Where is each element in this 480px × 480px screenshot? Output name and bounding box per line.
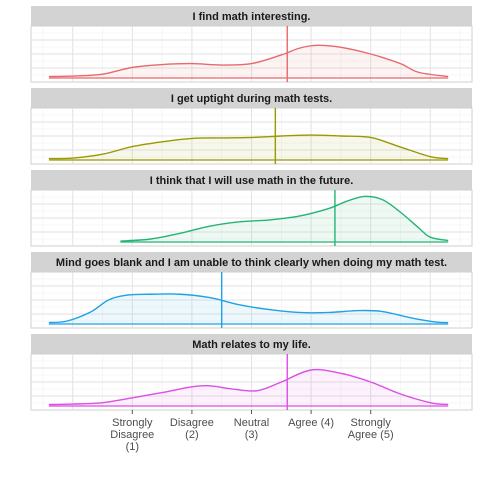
x-tick-label: (3) xyxy=(245,429,258,441)
x-tick-label: Agree (4) xyxy=(288,417,334,429)
density-area xyxy=(48,45,449,78)
facet-title: I find math interesting. xyxy=(193,11,311,23)
density-line xyxy=(120,195,449,242)
facet-panel: I find math interesting. xyxy=(30,6,473,83)
facet-panel: I get uptight during math tests. xyxy=(30,88,473,165)
facet-panel: Mind goes blank and I am unable to think… xyxy=(30,252,473,329)
x-tick-label: (1) xyxy=(126,441,139,453)
density-line xyxy=(48,293,449,324)
x-tick-label: Disagree xyxy=(170,417,214,429)
density-area xyxy=(48,369,449,406)
facet-strip xyxy=(31,6,472,26)
facet-strip xyxy=(31,334,472,354)
density-area xyxy=(120,196,449,242)
density-area xyxy=(48,135,449,160)
facet-panel: Math relates to my life. xyxy=(30,334,473,411)
x-tick-label: Strongly xyxy=(351,417,392,429)
density-line xyxy=(48,368,449,406)
x-tick-label: Strongly xyxy=(112,417,153,429)
facet-title: I get uptight during math tests. xyxy=(171,93,332,105)
density-area xyxy=(48,293,449,324)
x-axis: StronglyDisagree(1)Disagree(2)Neutral(3)… xyxy=(110,410,394,453)
x-tick-label: Disagree xyxy=(110,429,154,441)
facet-panel: I think that I will use math in the futu… xyxy=(30,170,473,247)
x-tick-label: Neutral xyxy=(234,417,269,429)
facet-panels: I find math interesting. I get uptight du… xyxy=(30,6,473,411)
x-tick-label: (2) xyxy=(185,429,198,441)
facet-title: Mind goes blank and I am unable to think… xyxy=(56,257,447,269)
facet-title: Math relates to my life. xyxy=(192,339,311,351)
x-tick-label: Agree (5) xyxy=(348,429,394,441)
density-line xyxy=(48,134,449,160)
density-line xyxy=(48,44,449,78)
facet-title: I think that I will use math in the futu… xyxy=(150,175,354,187)
facet-strip xyxy=(31,170,472,190)
facet-strip xyxy=(31,252,472,272)
facet-strip xyxy=(31,88,472,108)
